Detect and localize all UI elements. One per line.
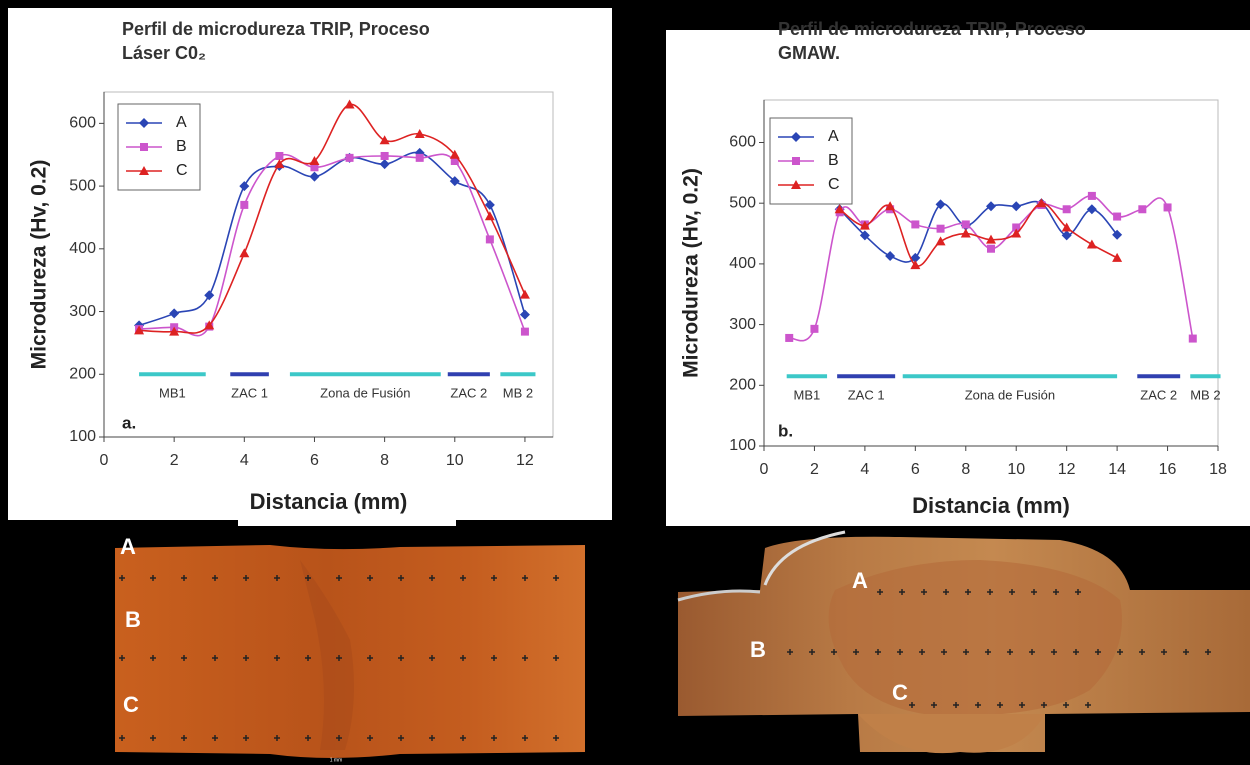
chart-title: Perfil de microdureza TRIP, Proceso xyxy=(122,19,430,39)
y-axis-title: Microdureza (Hv, 0.2) xyxy=(680,168,703,378)
page: ABC1 mmABC Perfil de microdureza TRIP, P… xyxy=(0,0,1250,765)
marker xyxy=(792,157,800,165)
y-tick-label: 400 xyxy=(729,255,756,272)
x-tick-label: 0 xyxy=(760,461,769,478)
y-tick-label: 600 xyxy=(729,134,756,151)
marker xyxy=(810,325,818,333)
marker xyxy=(1063,205,1071,213)
zone-label: MB1 xyxy=(159,386,186,401)
y-tick-label: 500 xyxy=(729,194,756,211)
y-tick-label: 600 xyxy=(69,115,96,132)
marker xyxy=(140,143,148,151)
zone-label: ZAC 1 xyxy=(848,388,885,403)
zone-label: Zona de Fusión xyxy=(320,386,410,401)
marker xyxy=(785,334,793,342)
micrograph-label: B xyxy=(750,637,766,662)
y-tick-label: 300 xyxy=(69,303,96,320)
x-tick-label: 18 xyxy=(1209,461,1227,478)
fusion-zone xyxy=(829,560,1122,716)
marker xyxy=(381,152,389,160)
x-axis-title: Distancia (mm) xyxy=(250,489,408,514)
micrograph-label: A xyxy=(852,568,868,593)
y-tick-label: 100 xyxy=(729,437,756,454)
micrograph-label: B xyxy=(125,607,141,632)
zone-label: Zona de Fusión xyxy=(965,388,1055,403)
annotation: a. xyxy=(122,413,136,432)
marker xyxy=(987,245,995,253)
zone-label: ZAC 2 xyxy=(450,386,487,401)
marker xyxy=(1189,335,1197,343)
x-tick-label: 2 xyxy=(810,461,819,478)
zone-label: MB1 xyxy=(794,388,821,403)
y-tick-label: 500 xyxy=(69,177,96,194)
marker xyxy=(1138,205,1146,213)
y-tick-label: 400 xyxy=(69,240,96,257)
y-tick-label: 300 xyxy=(729,316,756,333)
marker xyxy=(911,220,919,228)
marker xyxy=(346,154,354,162)
x-tick-label: 4 xyxy=(240,452,249,469)
zone-label: MB 2 xyxy=(1190,388,1220,403)
marker xyxy=(240,201,248,209)
marker xyxy=(1164,203,1172,211)
y-axis-title: Microdureza (Hv, 0.2) xyxy=(28,160,51,370)
chart-title: Láser C0₂ xyxy=(122,43,206,63)
figure: ABC1 mmABC Perfil de microdureza TRIP, P… xyxy=(0,0,1250,765)
x-tick-label: 8 xyxy=(380,452,389,469)
marker xyxy=(937,225,945,233)
legend-label: C xyxy=(828,176,840,193)
chart-title: GMAW. xyxy=(778,43,840,63)
corner xyxy=(1215,0,1250,30)
x-tick-label: 0 xyxy=(100,452,109,469)
marker xyxy=(962,220,970,228)
marker xyxy=(275,152,283,160)
x-tick-label: 12 xyxy=(1058,461,1076,478)
x-tick-label: 12 xyxy=(516,452,534,469)
zone-label: MB 2 xyxy=(503,386,533,401)
y-tick-label: 200 xyxy=(729,377,756,394)
marker xyxy=(416,154,424,162)
x-tick-label: 16 xyxy=(1159,461,1177,478)
marker xyxy=(486,235,494,243)
y-tick-label: 200 xyxy=(69,365,96,382)
x-axis-title: Distancia (mm) xyxy=(912,493,1070,518)
micrograph-label: C xyxy=(123,692,139,717)
x-tick-label: 6 xyxy=(911,461,920,478)
x-tick-label: 10 xyxy=(1007,461,1025,478)
legend-label: B xyxy=(828,152,839,169)
x-tick-label: 2 xyxy=(170,452,179,469)
zone-label: ZAC 2 xyxy=(1140,388,1177,403)
zone-label: ZAC 1 xyxy=(231,386,268,401)
x-tick-label: 8 xyxy=(961,461,970,478)
micrograph-label: A xyxy=(120,534,136,559)
x-tick-label: 4 xyxy=(860,461,869,478)
y-tick-label: 100 xyxy=(69,428,96,445)
chart-title: Perfil de microdureza TRIP, Proceso xyxy=(778,19,1086,39)
x-tick-label: 14 xyxy=(1108,461,1126,478)
legend-label: C xyxy=(176,162,188,179)
legend-label: B xyxy=(176,138,187,155)
annotation: b. xyxy=(778,421,793,440)
marker xyxy=(521,328,529,336)
x-tick-label: 10 xyxy=(446,452,464,469)
marker xyxy=(1088,192,1096,200)
micrograph-label: C xyxy=(892,680,908,705)
legend-label: A xyxy=(828,128,839,145)
scale-label: 1 mm xyxy=(330,757,343,763)
x-tick-label: 6 xyxy=(310,452,319,469)
legend-label: A xyxy=(176,114,187,131)
marker xyxy=(1113,213,1121,221)
